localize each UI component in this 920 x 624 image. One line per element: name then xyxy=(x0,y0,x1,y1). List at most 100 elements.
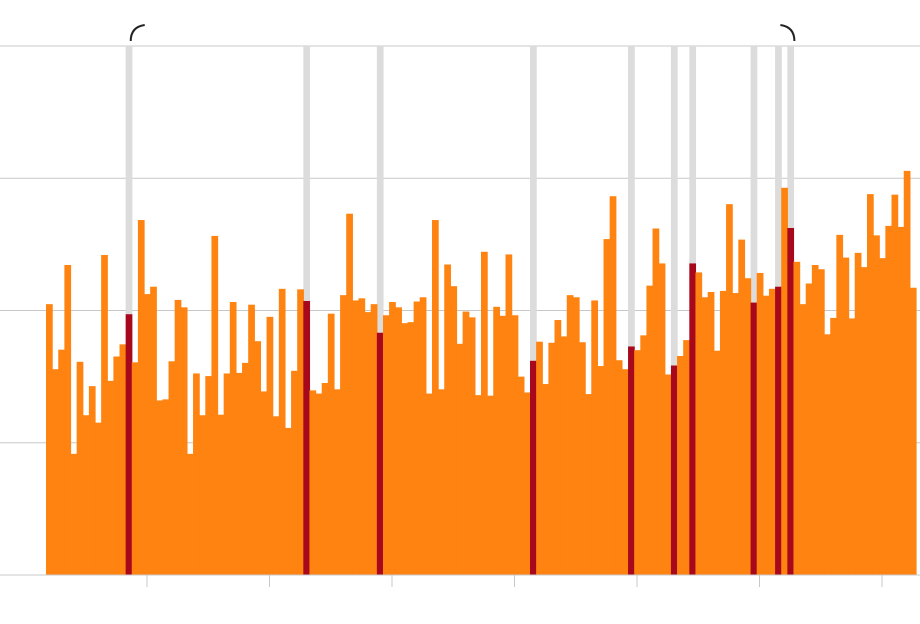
bar-17 xyxy=(150,286,157,575)
bar-107 xyxy=(701,297,709,575)
highlight-bar-119 xyxy=(775,286,782,575)
bar-92 xyxy=(609,196,617,575)
bar-120 xyxy=(781,187,788,575)
bar-131 xyxy=(848,318,856,575)
highlight-bar-115 xyxy=(750,302,758,575)
bar-12 xyxy=(119,344,127,575)
bar-122 xyxy=(793,261,801,575)
bar-91 xyxy=(603,239,611,575)
bar-5 xyxy=(76,361,84,575)
bar-32 xyxy=(242,362,249,575)
bar-62 xyxy=(425,393,433,575)
bar-134 xyxy=(866,194,874,575)
bar-94 xyxy=(621,369,629,575)
bar-35 xyxy=(260,391,268,575)
highlight-track-13 xyxy=(125,46,133,315)
bar-58 xyxy=(401,323,409,575)
highlight-bar-79 xyxy=(530,360,537,575)
bar-72 xyxy=(487,395,494,575)
bar-0 xyxy=(46,304,53,575)
bar-10 xyxy=(107,380,114,575)
bar-19 xyxy=(162,399,170,575)
bar-22 xyxy=(180,307,188,575)
bar-55 xyxy=(382,315,390,575)
bar-88 xyxy=(585,394,592,575)
bar-114 xyxy=(744,278,752,575)
bar-14 xyxy=(131,362,139,575)
bar-41 xyxy=(297,289,304,575)
bar-116 xyxy=(756,272,764,575)
bar-82 xyxy=(548,342,556,575)
highlight-track-121 xyxy=(787,46,795,228)
bar-101 xyxy=(664,374,672,575)
bar-67 xyxy=(456,343,464,575)
bar-50 xyxy=(352,300,360,575)
bar-96 xyxy=(634,350,641,575)
bar-25 xyxy=(199,415,206,575)
highlight-bar-121 xyxy=(787,227,795,575)
bar-106 xyxy=(695,272,703,575)
highlight-bar-102 xyxy=(670,365,678,575)
bar-129 xyxy=(836,234,844,575)
bar-78 xyxy=(523,392,531,575)
bar-7 xyxy=(88,386,96,575)
highlight-bar-105 xyxy=(689,263,697,575)
bar-128 xyxy=(830,317,837,575)
bar-59 xyxy=(407,322,415,575)
bar-139 xyxy=(897,226,905,575)
bar-85 xyxy=(566,295,574,575)
bar-61 xyxy=(419,297,427,575)
bar-52 xyxy=(364,312,372,575)
bar-93 xyxy=(615,360,623,575)
bar-39 xyxy=(284,427,292,575)
highlight-track-95 xyxy=(628,46,635,347)
bar-49 xyxy=(346,213,353,575)
bar-135 xyxy=(873,235,880,575)
bar-28 xyxy=(217,414,225,575)
bar-56 xyxy=(389,302,396,575)
highlight-bar-13 xyxy=(125,314,133,575)
bar-36 xyxy=(266,316,274,575)
bar-109 xyxy=(713,350,721,575)
bar-38 xyxy=(278,288,286,575)
bar-23 xyxy=(186,453,194,575)
highlight-track-102 xyxy=(670,46,678,366)
bar-108 xyxy=(707,291,715,575)
bar-111 xyxy=(726,204,733,575)
bar-125 xyxy=(811,265,819,575)
bar-64 xyxy=(438,389,445,575)
bar-21 xyxy=(174,299,182,575)
highlight-track-79 xyxy=(530,46,537,361)
bar-124 xyxy=(805,283,813,575)
bars xyxy=(46,170,917,576)
bar-110 xyxy=(719,290,727,575)
bar-73 xyxy=(493,306,500,575)
bar-47 xyxy=(333,389,341,575)
bar-37 xyxy=(272,416,280,575)
bar-112 xyxy=(732,293,739,575)
bar-86 xyxy=(572,297,580,575)
bar-137 xyxy=(885,225,893,576)
bar-15 xyxy=(137,220,145,575)
bar-113 xyxy=(738,239,746,575)
bar-141 xyxy=(909,287,917,575)
bar-136 xyxy=(879,258,886,575)
highlight-bar-95 xyxy=(628,346,635,575)
bar-63 xyxy=(431,220,439,575)
bar-138 xyxy=(891,194,899,576)
bar-30 xyxy=(229,302,237,575)
bar-46 xyxy=(327,313,335,575)
highlight-bar-54 xyxy=(376,332,384,575)
bar-1 xyxy=(52,369,59,575)
bar-70 xyxy=(474,395,482,575)
bar-80 xyxy=(536,341,543,575)
bar-81 xyxy=(542,384,549,575)
bar-31 xyxy=(235,372,243,575)
bar-103 xyxy=(677,355,684,575)
bar-34 xyxy=(254,341,262,575)
bar-20 xyxy=(168,361,176,575)
bar-43 xyxy=(309,390,317,575)
bar-104 xyxy=(683,340,690,575)
bar-27 xyxy=(211,235,219,575)
